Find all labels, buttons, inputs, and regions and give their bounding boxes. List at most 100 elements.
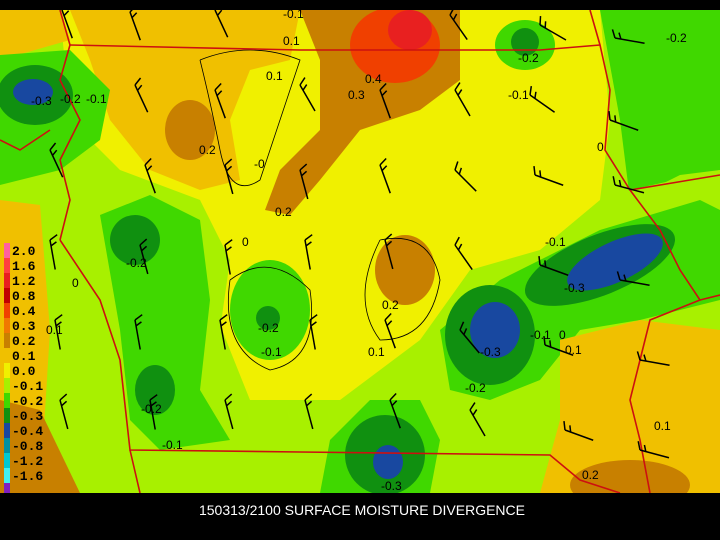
contour-label: 0.2 — [382, 298, 399, 312]
wind-barb — [454, 236, 473, 271]
wind-barb — [636, 351, 670, 366]
contour-label: 0 — [559, 328, 566, 342]
wind-barb — [224, 158, 234, 195]
barb-flag — [61, 400, 68, 407]
barb-flag — [384, 233, 393, 241]
barb-flag — [304, 234, 313, 241]
contour-label: 0.1 — [46, 323, 63, 337]
barb-shaft — [299, 84, 316, 112]
barb-flag — [379, 157, 387, 166]
barb-flag — [299, 77, 306, 86]
legend-swatch — [4, 468, 10, 483]
legend-label: -0.8 — [12, 439, 43, 454]
barb-flag — [384, 312, 392, 321]
barb-shaft — [379, 164, 391, 194]
barb-flag — [139, 238, 148, 246]
barb-flag — [135, 321, 142, 327]
barb-flag — [302, 84, 308, 91]
legend-swatch — [4, 363, 10, 378]
contour-label: -0 — [254, 157, 265, 171]
barb-flag — [136, 84, 143, 91]
contour-label: -0.1 — [508, 88, 529, 102]
barb-flag — [216, 9, 223, 16]
legend-swatch — [4, 303, 10, 318]
barb-flag — [310, 321, 317, 327]
legend-label: -1.6 — [12, 469, 43, 484]
barb-shaft — [449, 14, 468, 41]
barb-flag — [457, 243, 463, 251]
barb-flag — [309, 314, 318, 321]
wind-barb — [309, 314, 318, 350]
wind-barb — [304, 393, 314, 430]
barb-flag — [643, 354, 647, 362]
barb-shaft — [539, 24, 567, 41]
contour-label: 0.2 — [199, 143, 216, 157]
wind-barb — [538, 256, 569, 276]
contour-label: -0.3 — [31, 94, 52, 108]
barb-shaft — [134, 319, 141, 350]
legend-swatch — [4, 453, 10, 468]
contour-label: 0.4 — [365, 72, 382, 86]
barb-flag — [379, 82, 387, 91]
wind-barb — [384, 233, 394, 270]
barb-shaft — [309, 319, 316, 350]
barb-flag — [134, 314, 143, 321]
barb-flag — [549, 340, 552, 348]
barb-flag — [304, 393, 313, 401]
wind-barbs — [49, 2, 670, 459]
contour-label: -0.2 — [258, 321, 279, 335]
contour-label: 0 — [72, 276, 79, 290]
barb-shaft — [454, 244, 473, 271]
legend-label: -0.3 — [12, 409, 43, 424]
barb-flag — [51, 149, 58, 156]
legend-swatch — [4, 423, 10, 438]
wind-barb — [304, 234, 313, 270]
barb-shaft — [134, 84, 149, 113]
barb-flag — [543, 336, 546, 346]
barb-flag — [469, 402, 476, 411]
barb-flag — [214, 2, 222, 11]
barb-flag — [569, 425, 572, 433]
barb-flag — [637, 441, 641, 451]
barb-shaft — [609, 119, 639, 131]
contour-label: 0.1 — [266, 69, 283, 83]
legend-label: -0.2 — [12, 394, 43, 409]
barb-flag — [563, 421, 566, 431]
barb-shaft — [619, 279, 650, 286]
legend-label: 1.6 — [12, 259, 36, 274]
wind-barb — [144, 157, 156, 194]
barb-flag — [457, 89, 463, 96]
barb-flag — [452, 13, 458, 21]
legend-swatch — [4, 288, 10, 303]
wind-barb — [219, 314, 228, 350]
barb-shaft — [469, 409, 486, 437]
barb-flag — [54, 314, 63, 321]
barb-flag — [391, 400, 398, 407]
legend-label: 0.2 — [12, 334, 36, 349]
barb-shaft — [539, 264, 569, 276]
contour-label: -0.2 — [141, 402, 162, 416]
barb-flag — [643, 444, 647, 452]
barb-shaft — [139, 244, 149, 275]
barb-shaft — [49, 239, 56, 270]
barb-shaft — [224, 244, 231, 275]
wind-barb — [533, 166, 564, 186]
barb-flag — [612, 176, 616, 186]
wind-barb — [224, 393, 234, 430]
barb-shaft — [304, 239, 311, 270]
wind-barb — [299, 163, 309, 200]
barb-shaft — [219, 319, 226, 350]
legend-swatch — [4, 243, 10, 258]
wind-barb — [611, 29, 645, 44]
wind-barb — [134, 314, 143, 350]
wind-barb — [612, 176, 645, 194]
legend-label: 0.3 — [12, 319, 36, 334]
wind-barb — [224, 239, 233, 275]
title-bar — [0, 493, 720, 540]
wind-barb — [129, 4, 141, 41]
barb-flag — [608, 111, 611, 121]
map-title: 150313/2100 SURFACE MOISTURE DIVERGENCE — [199, 502, 525, 518]
barb-shaft — [304, 399, 314, 430]
wind-barb — [299, 77, 316, 112]
legend-swatch — [4, 273, 10, 288]
